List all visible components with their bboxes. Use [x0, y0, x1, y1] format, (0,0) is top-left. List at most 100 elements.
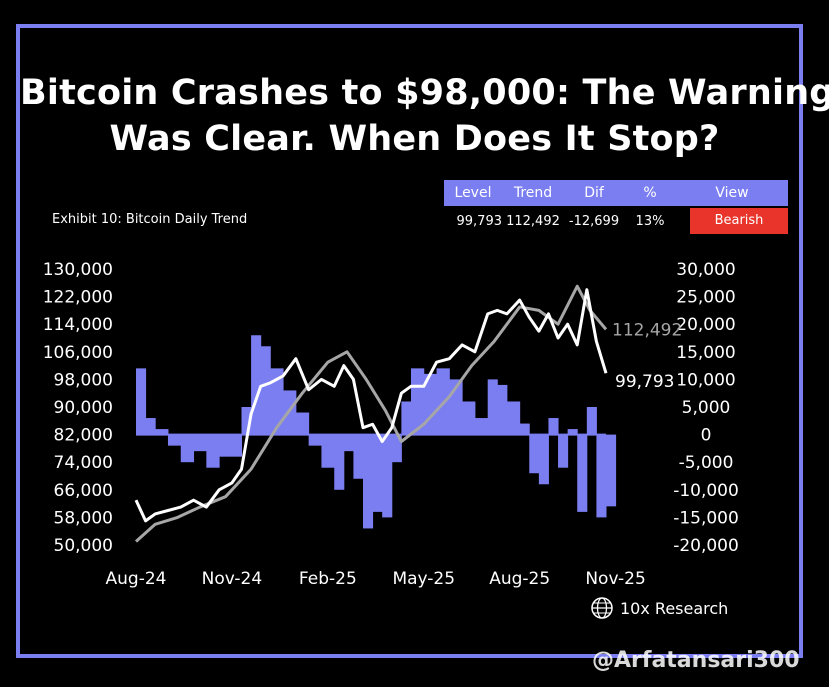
right-axis-tick-labels: 30,000 25,000 20,000 15,000 10,000 5,000 0 -5,0…: [673, 260, 739, 556]
difference-bar: [136, 368, 147, 435]
difference-bar: [462, 401, 476, 435]
difference-bar: [391, 434, 402, 463]
watermark: @Arfatansari300: [592, 648, 800, 673]
right-axis-tick-label: -5,000: [679, 453, 734, 473]
x-axis-tick-label: Nov-25: [585, 569, 646, 589]
summary-header-dif: Dif: [584, 185, 604, 201]
difference-bar: [487, 379, 498, 435]
difference-bar: [193, 434, 207, 452]
difference-bar: [219, 434, 233, 457]
left-axis-tick-label: 98,000: [54, 370, 113, 390]
difference-bar: [343, 434, 354, 452]
difference-bar: [167, 434, 182, 446]
difference-bar: [596, 434, 607, 518]
x-axis-tick-label: Nov-24: [202, 569, 263, 589]
difference-bar: [145, 418, 156, 435]
difference-bar: [270, 368, 284, 435]
trend-end-label: 112,492: [612, 320, 682, 340]
difference-bar: [567, 429, 578, 435]
x-axis-tick-label: Feb-25: [299, 569, 357, 589]
price-line-series: [134, 288, 608, 523]
summary-header-level: Level: [454, 185, 492, 201]
difference-bar: [155, 429, 169, 435]
difference-area-series: [136, 335, 617, 529]
summary-value-row: 99,793 112,492 -12,699 13% Bearish: [444, 206, 788, 236]
left-axis-tick-label: 130,000: [43, 260, 113, 280]
difference-bar: [577, 434, 588, 512]
left-axis-tick-label: 58,000: [54, 508, 113, 528]
difference-bar: [558, 434, 569, 468]
difference-bar: [260, 346, 271, 435]
left-axis-tick-labels: 130,000 122,000 114,000 106,000 98,000 90,000…: [43, 260, 113, 556]
difference-bar: [529, 434, 540, 474]
x-axis-tick-labels: Aug-24 Nov-24 Feb-25 May-25 Aug-25 Nov-25: [106, 569, 646, 589]
difference-bar: [606, 434, 617, 507]
difference-bar: [363, 434, 374, 529]
right-axis-tick-label: 25,000: [676, 288, 735, 308]
right-axis-tick-label: 15,000: [676, 343, 735, 363]
difference-bar: [372, 434, 383, 512]
trend-line-series: [134, 284, 608, 543]
trend-line: [134, 284, 608, 543]
right-axis-tick-label: -20,000: [673, 536, 739, 556]
difference-bar: [206, 434, 220, 468]
summary-value-dif: -12,699: [568, 213, 620, 229]
summary-value-pct: 13%: [635, 213, 665, 229]
difference-bar: [506, 401, 521, 435]
difference-bar: [241, 407, 252, 435]
price-line: [134, 288, 608, 523]
difference-bar: [548, 418, 559, 435]
headline-line-1: Bitcoin Crashes to $98,000: The Warning: [20, 73, 829, 113]
left-axis-tick-label: 114,000: [43, 315, 113, 335]
x-axis-tick-label: May-25: [392, 569, 455, 589]
left-axis-tick-label: 74,000: [54, 453, 113, 473]
price-end-label: 99,793: [615, 372, 674, 392]
left-axis-tick-label: 90,000: [54, 398, 113, 418]
globe-icon: [591, 597, 613, 619]
end-value-labels: 112,492 99,793: [612, 320, 682, 392]
x-axis-tick-label: Aug-25: [489, 569, 550, 589]
right-axis-tick-label: -15,000: [673, 508, 739, 528]
difference-bar: [308, 434, 322, 446]
headline: Bitcoin Crashes to $98,000: The Warning …: [20, 70, 829, 162]
summary-header-trend: Trend: [513, 185, 553, 201]
right-axis-tick-label: 0: [701, 426, 712, 446]
difference-bar: [474, 418, 489, 435]
left-axis-tick-label: 122,000: [43, 288, 113, 308]
summary-header-pct: %: [643, 185, 657, 201]
summary-header-row: Level Trend Dif % View: [444, 180, 788, 206]
summary-view-badge: Bearish: [690, 208, 788, 234]
right-axis-tick-label: 5,000: [682, 398, 731, 418]
difference-bar: [538, 434, 549, 485]
chart-frame: [16, 24, 803, 658]
difference-bar: [334, 434, 345, 490]
left-axis-tick-label: 106,000: [43, 343, 113, 363]
right-axis-tick-label: 30,000: [676, 260, 735, 280]
difference-bar: [295, 412, 310, 435]
difference-bar: [231, 434, 243, 457]
summary-value-level: 99,793: [456, 213, 503, 229]
left-axis-tick-label: 50,000: [54, 536, 113, 556]
right-axis-tick-label: -10,000: [673, 481, 739, 501]
difference-bar: [401, 401, 412, 435]
brand-logo: 10x Research: [590, 596, 728, 620]
difference-bar: [180, 434, 195, 463]
right-axis-tick-label: 20,000: [676, 315, 735, 335]
difference-bar: [586, 407, 597, 435]
left-axis-tick-label: 66,000: [54, 481, 113, 501]
summary-header-view: View: [715, 185, 749, 201]
summary-table: Level Trend Dif % View 99,793 112,492 -1…: [444, 180, 788, 236]
exhibit-label: Exhibit 10: Bitcoin Daily Trend: [52, 212, 248, 227]
brand-name: 10x Research: [620, 598, 729, 618]
right-axis-tick-label: 10,000: [676, 370, 735, 390]
x-axis-tick-label: Aug-24: [106, 569, 167, 589]
summary-value-trend: 112,492: [506, 213, 560, 229]
difference-bar: [382, 434, 393, 518]
difference-bar: [321, 434, 335, 468]
difference-bar: [251, 335, 262, 435]
difference-bar: [497, 384, 508, 435]
difference-bar: [519, 423, 530, 435]
left-axis-tick-label: 82,000: [54, 426, 113, 446]
difference-bar: [353, 434, 364, 479]
